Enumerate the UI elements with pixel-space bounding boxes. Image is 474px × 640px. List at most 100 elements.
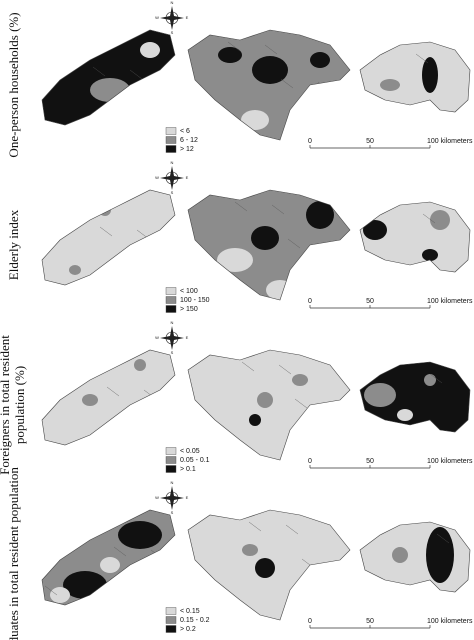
map	[82, 42, 470, 138]
border	[97, 512, 111, 523]
legend-swatch	[165, 136, 177, 144]
border	[175, 115, 187, 124]
legend-label: < 0.05	[180, 448, 200, 455]
border	[159, 423, 173, 434]
legend-swatch	[165, 607, 177, 615]
border	[172, 569, 184, 578]
border	[92, 66, 106, 77]
map	[76, 190, 350, 300]
border	[188, 92, 200, 101]
compass-letter: E	[186, 335, 189, 340]
panel-label: Graduates in total resident population	[6, 467, 21, 640]
compass-star	[160, 326, 184, 350]
compass-star	[160, 166, 184, 190]
map-region	[118, 521, 162, 549]
border	[377, 447, 389, 456]
panel-label: One-person households (%)	[6, 12, 21, 157]
map-region	[310, 52, 330, 68]
border	[188, 274, 195, 285]
map-region	[424, 374, 436, 386]
border	[422, 213, 436, 224]
border	[271, 204, 285, 215]
scale-label: 50	[366, 458, 374, 465]
map-base	[360, 362, 470, 432]
border	[264, 44, 278, 55]
border	[129, 69, 143, 80]
border	[225, 437, 239, 448]
border	[363, 127, 375, 136]
scale-label: 100 kilometers	[427, 298, 473, 305]
scale-label: 100 kilometers	[427, 618, 473, 625]
map-outline	[359, 41, 471, 113]
border	[241, 129, 253, 138]
border	[159, 81, 171, 90]
legend-label: 6 - 12	[180, 137, 198, 144]
border	[319, 425, 331, 434]
border	[76, 32, 90, 43]
map-base	[360, 42, 470, 112]
map-outline	[41, 509, 176, 606]
map-base	[42, 190, 175, 285]
legend-label: 0.05 - 0.1	[180, 457, 210, 464]
panel: Graduates in total resident population N E…	[6, 467, 473, 640]
legend-swatch	[165, 145, 177, 153]
legend-swatch	[165, 465, 177, 473]
map	[42, 350, 331, 445]
border	[310, 90, 322, 99]
map-outline	[359, 521, 471, 593]
map-region	[242, 544, 258, 556]
border	[370, 287, 382, 296]
legend-label: < 0.15	[180, 608, 200, 615]
border	[358, 32, 370, 41]
compass-letter: E	[186, 15, 189, 20]
compass-star	[160, 6, 184, 30]
border	[82, 128, 94, 137]
border	[165, 409, 177, 418]
panel-label: Foreigners in total residentpopulation (…	[0, 335, 27, 475]
scale-label: 50	[366, 138, 374, 145]
scale-label: 0	[308, 138, 312, 145]
border	[365, 192, 377, 201]
border	[42, 30, 53, 40]
compass-ring	[165, 491, 179, 505]
map-outline	[187, 29, 351, 141]
border	[173, 401, 185, 410]
map-region	[292, 374, 308, 386]
legend-swatch	[165, 616, 177, 624]
label-line: Foreigners in total resident	[0, 335, 12, 475]
legend-swatch	[165, 296, 177, 304]
legend-swatch	[165, 127, 177, 135]
map-region	[252, 56, 288, 84]
border	[326, 585, 338, 594]
border	[188, 560, 193, 571]
map-region	[50, 587, 70, 603]
border	[204, 587, 216, 596]
map-region	[426, 527, 454, 583]
border	[44, 585, 58, 596]
scale-label: 0	[308, 458, 312, 465]
legend-swatch	[165, 456, 177, 464]
border	[218, 446, 230, 455]
border	[225, 606, 237, 615]
map-region	[363, 220, 387, 240]
label-line: population (%)	[12, 366, 27, 444]
border	[145, 103, 159, 114]
panel-label: Elderly index	[6, 209, 21, 280]
border	[211, 286, 223, 295]
border	[76, 201, 88, 210]
panel: Elderly index N E S W < 100 100 - 150 > 150 0 50 1…	[6, 160, 473, 313]
map-outline	[187, 509, 351, 621]
map-outline	[187, 349, 351, 461]
compass-letter: N	[171, 480, 174, 485]
border	[429, 373, 443, 384]
map-base	[42, 350, 175, 445]
map-region	[422, 249, 438, 261]
border	[248, 521, 262, 532]
compass-letter: S	[171, 350, 174, 355]
legend-label: > 0.1	[180, 466, 196, 473]
map-outline	[41, 189, 176, 286]
border	[46, 190, 60, 200]
border	[347, 93, 359, 102]
border	[347, 435, 350, 446]
